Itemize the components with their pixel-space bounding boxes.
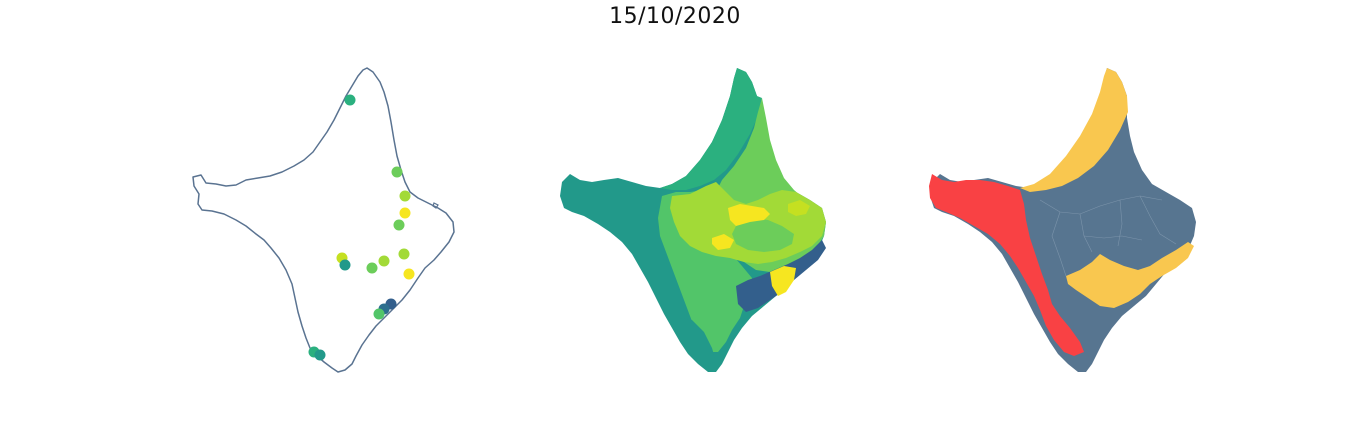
station-point	[344, 94, 356, 106]
station-point	[314, 349, 326, 361]
station-point	[391, 166, 403, 178]
point-map-panel	[192, 67, 455, 373]
station-points	[308, 94, 415, 361]
region-gold-north	[1020, 68, 1128, 192]
island-outline	[432, 202, 439, 209]
station-point	[378, 255, 390, 267]
region-red-west	[929, 174, 1084, 356]
region-yellow-green-east	[788, 200, 810, 216]
region-outline	[192, 67, 455, 373]
station-point	[399, 207, 411, 219]
region-yellow-west	[712, 234, 734, 250]
station-point	[398, 248, 410, 260]
station-point	[393, 219, 405, 231]
region-south-teal	[680, 318, 716, 364]
station-point	[403, 268, 415, 280]
region-north	[660, 68, 762, 190]
subregion-boundaries	[1039, 195, 1177, 277]
station-point	[366, 262, 378, 274]
station-point	[399, 190, 411, 202]
region-yellow-north	[728, 204, 770, 226]
station-point	[373, 308, 385, 320]
figure-title: 15/10/2020	[609, 4, 741, 29]
station-point	[339, 259, 351, 271]
region-yellow-southeast	[770, 266, 796, 296]
categorical-choropleth-panel	[929, 68, 1196, 372]
viridis-choropleth-panel	[560, 68, 826, 372]
region-gold-south	[1066, 242, 1194, 308]
region-inner-green	[732, 218, 794, 252]
